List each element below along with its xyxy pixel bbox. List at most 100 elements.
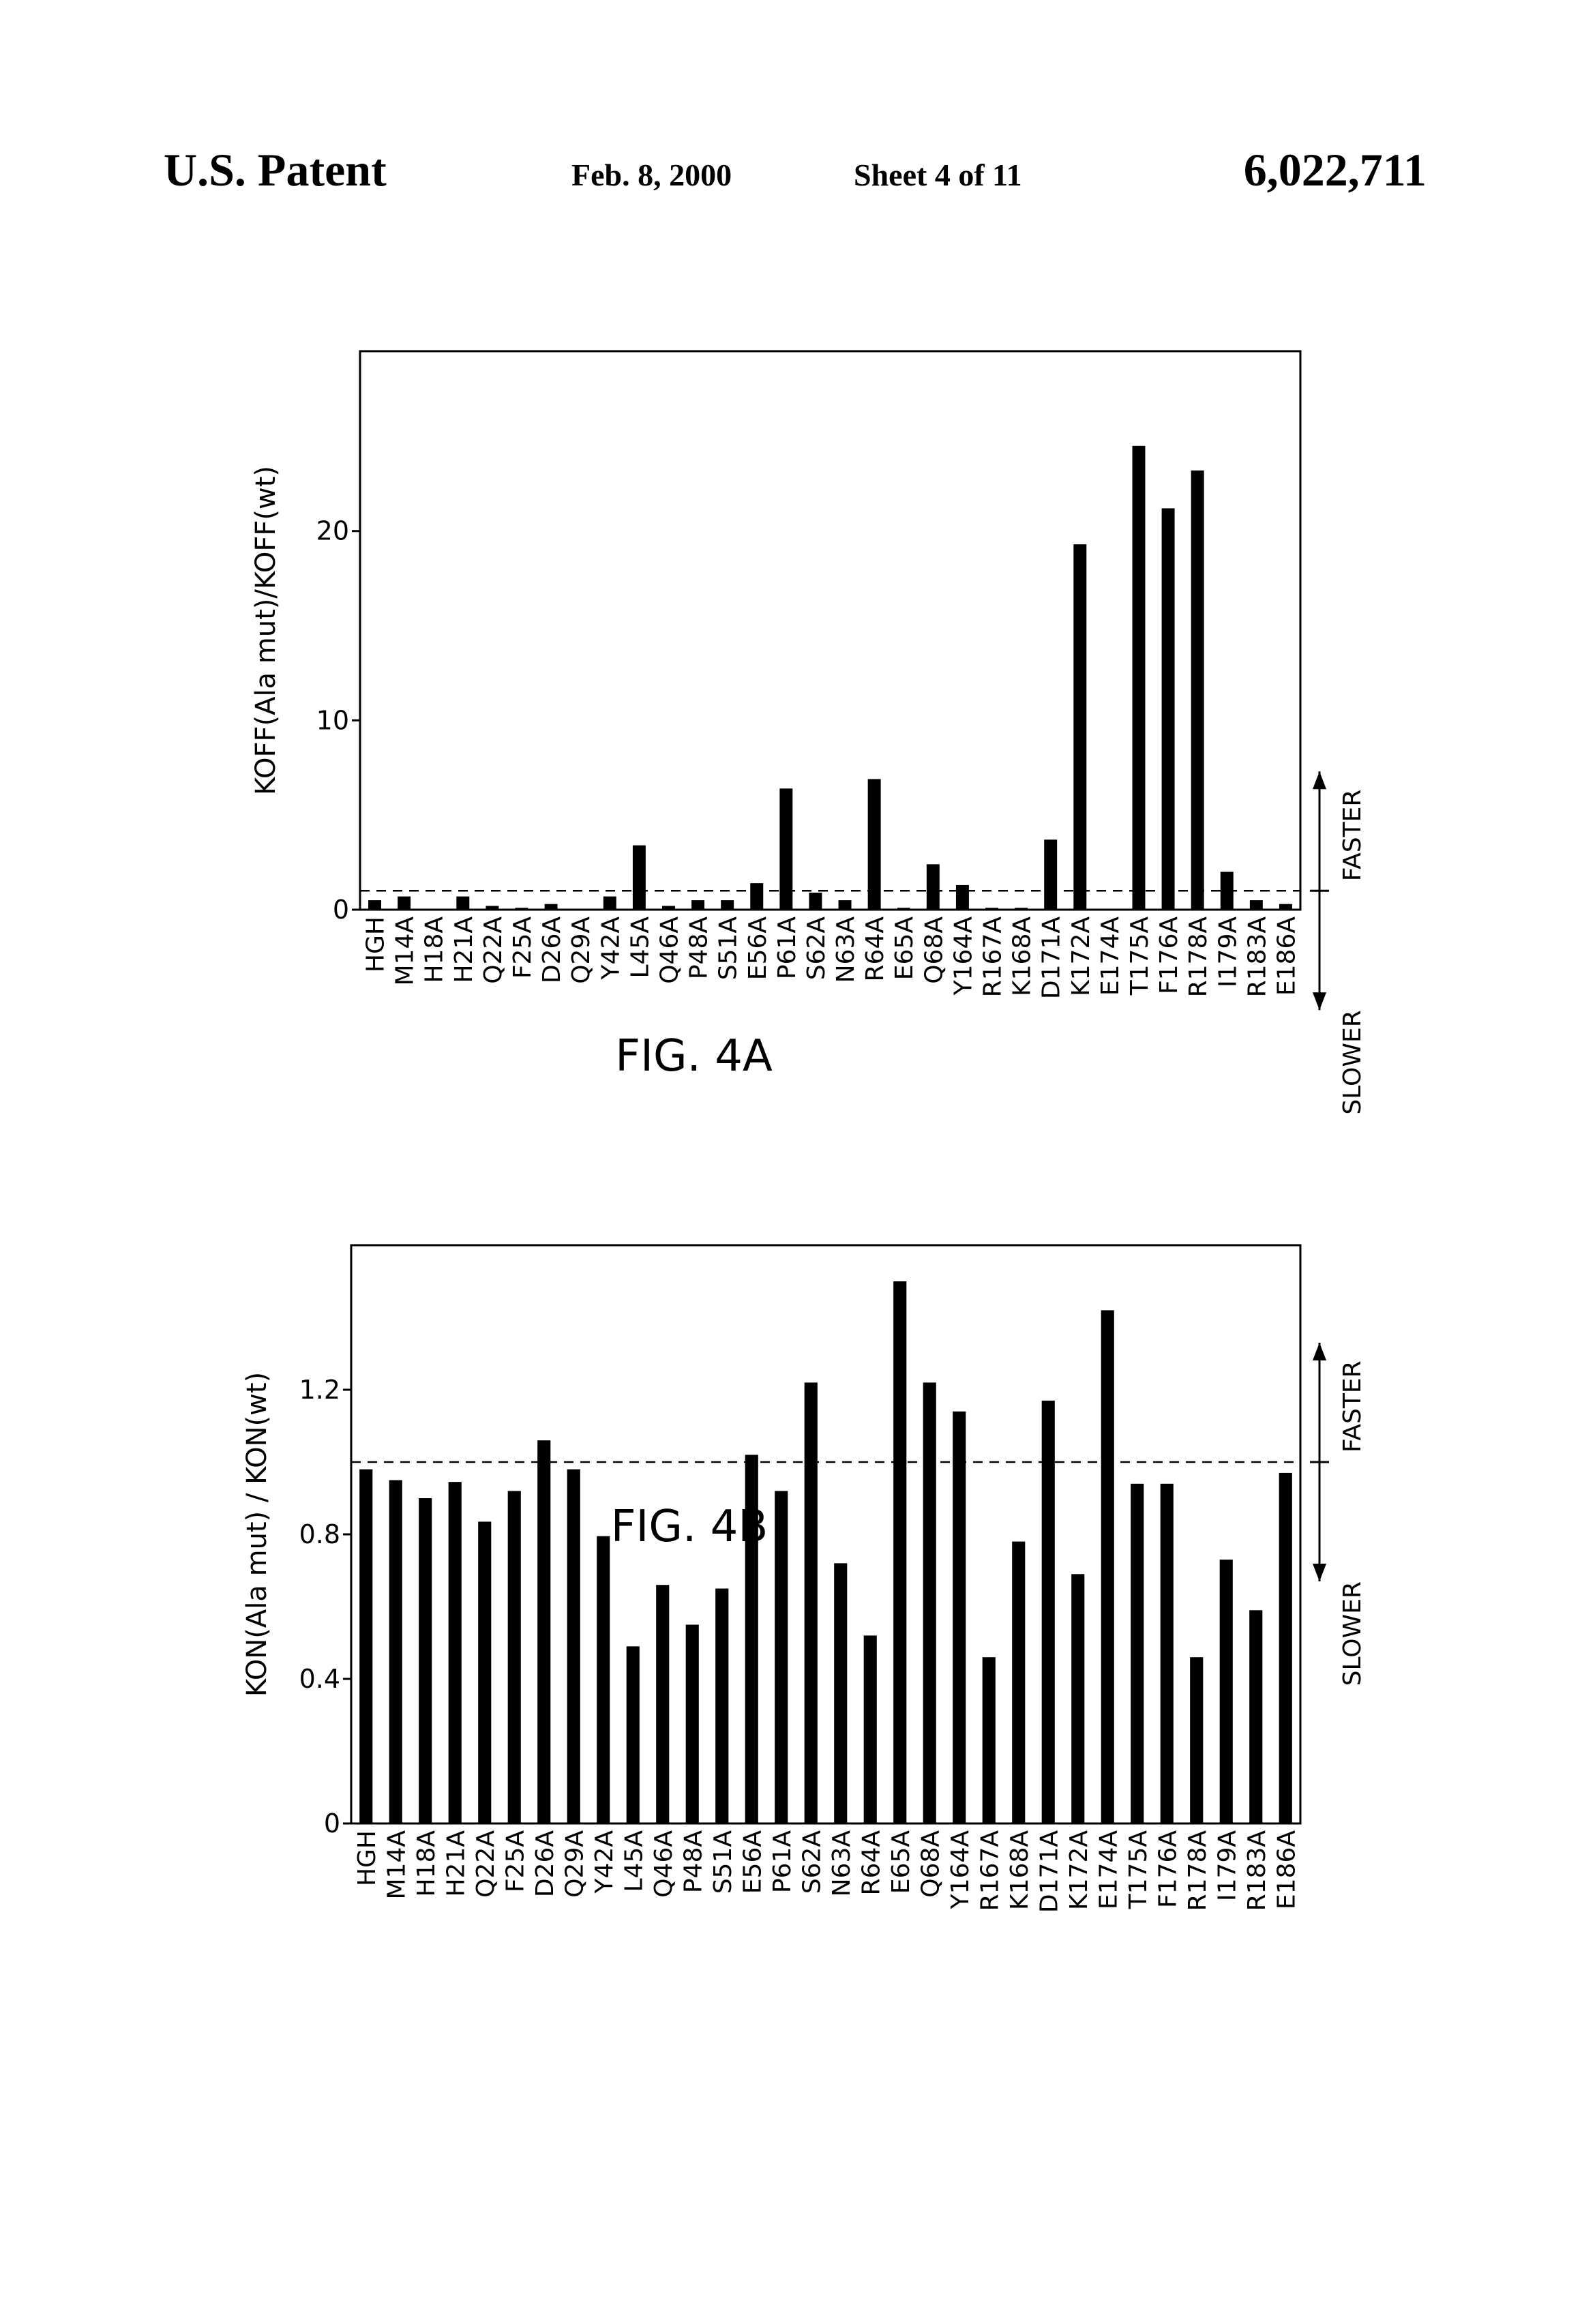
bar — [1221, 872, 1234, 910]
bar — [897, 908, 910, 910]
lower-note: SLOWER — [1339, 1581, 1367, 1686]
bar — [478, 1521, 491, 1823]
y-tick-label: 0.8 — [299, 1519, 340, 1549]
bar — [545, 904, 558, 910]
x-tick-label: R167A — [976, 1830, 1004, 1911]
x-tick-label: K168A — [1006, 1830, 1034, 1910]
bar — [779, 788, 792, 910]
x-tick-label: F25A — [509, 917, 537, 979]
bar — [1220, 1560, 1233, 1823]
bar — [486, 906, 498, 910]
x-tick-label: K172A — [1067, 917, 1095, 996]
bar — [691, 900, 704, 910]
figure-caption: FIG. 4B — [611, 1502, 768, 1552]
x-tick-label: S51A — [715, 917, 743, 981]
bar — [805, 1382, 818, 1823]
y-tick-label: 0 — [324, 1808, 340, 1838]
x-tick-label: Q68A — [916, 1830, 944, 1898]
bar — [1133, 446, 1146, 910]
x-tick-label: H21A — [442, 1830, 470, 1897]
bar — [597, 1536, 610, 1823]
y-axis-label: KOFF(Ala mut)/KOFF(wt) — [250, 466, 282, 795]
x-tick-label: M14A — [383, 1830, 411, 1900]
x-tick-label: E186A — [1272, 917, 1300, 996]
x-tick-label: S51A — [709, 1830, 737, 1894]
bar — [389, 1480, 402, 1824]
x-tick-label: E186A — [1272, 1830, 1300, 1909]
x-tick-label: E56A — [744, 917, 772, 981]
header-left: U.S. Patent — [164, 144, 387, 196]
bar — [686, 1625, 699, 1824]
bar — [1190, 1657, 1203, 1823]
x-tick-label: Q29A — [567, 917, 595, 984]
bar — [419, 1498, 432, 1823]
x-tick-label: S62A — [798, 1830, 826, 1894]
x-tick-label: N63A — [828, 1830, 856, 1897]
x-tick-label: HGH — [353, 1830, 381, 1886]
x-tick-label: S62A — [803, 917, 831, 981]
x-tick-label: M14A — [391, 917, 419, 986]
header-number: 6,022,711 — [1244, 144, 1427, 196]
x-tick-label: E174A — [1094, 1830, 1122, 1909]
x-tick-label: P61A — [773, 917, 801, 980]
figure-caption: FIG. 4A — [615, 1031, 773, 1082]
bar — [809, 893, 822, 910]
x-tick-label: D171A — [1035, 1830, 1063, 1913]
x-tick-label: P48A — [685, 917, 713, 980]
x-tick-label: E65A — [887, 1830, 915, 1894]
x-tick-label: I179A — [1214, 917, 1242, 987]
bar — [1279, 1473, 1292, 1823]
x-tick-label: N63A — [832, 917, 860, 983]
x-tick-label: R178A — [1184, 917, 1212, 998]
y-tick-label: 10 — [316, 705, 349, 735]
bar — [567, 1470, 580, 1823]
x-tick-label: H21A — [450, 917, 478, 983]
x-tick-label: E56A — [738, 1830, 766, 1894]
lower-note: SLOWER — [1339, 1010, 1367, 1114]
bar — [1044, 839, 1057, 910]
bar — [633, 846, 646, 910]
x-tick-label: Y42A — [597, 917, 625, 981]
bar — [456, 897, 469, 910]
x-tick-label: E174A — [1096, 917, 1124, 996]
x-tick-label: R167A — [979, 917, 1007, 998]
patent-page: U.S. Patent Feb. 8, 2000 Sheet 4 of 11 6… — [0, 0, 1582, 2324]
bar — [1191, 471, 1204, 910]
bar — [775, 1491, 788, 1823]
upper-note: FASTER — [1339, 1360, 1367, 1452]
x-tick-label: P61A — [768, 1830, 796, 1894]
x-tick-label: R183A — [1243, 917, 1271, 998]
header-sheet: Sheet 4 of 11 — [854, 158, 1022, 192]
bar — [537, 1440, 550, 1823]
y-tick-label: 0 — [333, 895, 349, 925]
bar — [956, 885, 969, 910]
x-tick-label: I179A — [1213, 1830, 1241, 1901]
x-tick-label: Q22A — [479, 917, 507, 984]
x-tick-label: K168A — [1009, 917, 1036, 996]
bar — [1250, 900, 1263, 910]
header-date: Feb. 8, 2000 — [571, 158, 732, 192]
bar — [1012, 1542, 1025, 1823]
x-tick-label: R178A — [1184, 1830, 1212, 1911]
x-tick-label: H18A — [421, 917, 449, 983]
x-tick-label: Q22A — [472, 1830, 500, 1898]
bar — [1131, 1484, 1144, 1823]
arrow-head-down — [1313, 1564, 1326, 1581]
bar — [923, 1382, 936, 1823]
plot-frame — [351, 1245, 1300, 1823]
bar — [985, 908, 998, 910]
x-tick-label: R64A — [861, 917, 889, 982]
x-tick-label: Q46A — [655, 917, 683, 984]
bar — [398, 897, 411, 910]
bar — [1161, 1484, 1174, 1823]
bar — [627, 1646, 640, 1823]
bar — [1101, 1310, 1114, 1823]
x-tick-label: T175A — [1126, 917, 1154, 996]
x-tick-label: T175A — [1124, 1830, 1152, 1910]
x-tick-label: Y164A — [949, 917, 977, 996]
x-tick-label: Q29A — [561, 1830, 588, 1898]
bar — [1249, 1610, 1262, 1823]
x-tick-label: HGH — [362, 917, 390, 972]
x-tick-label: F25A — [501, 1830, 529, 1893]
x-tick-label: Y42A — [591, 1830, 618, 1894]
